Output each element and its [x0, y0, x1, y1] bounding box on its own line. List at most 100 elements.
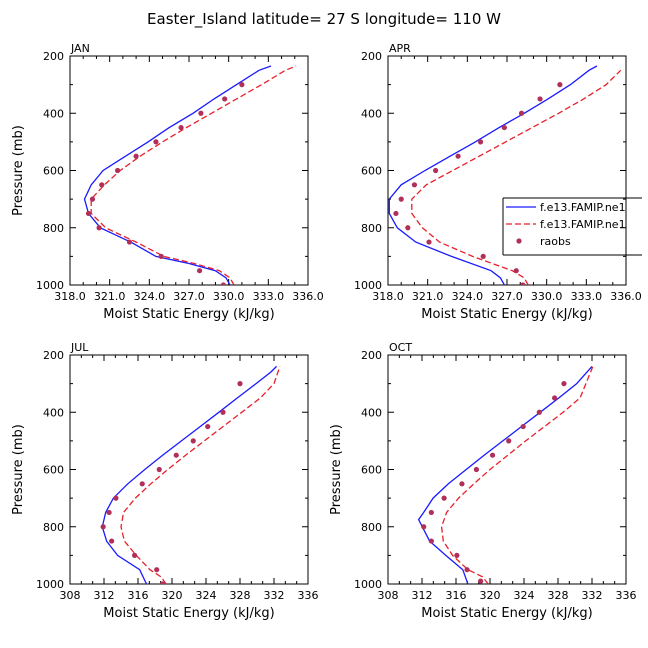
y-tick-label: 200 — [361, 50, 382, 63]
data-point-raobs — [173, 452, 179, 458]
data-point-raobs — [477, 139, 484, 145]
x-tick-label: 336 — [616, 589, 637, 602]
plot-frame — [69, 55, 309, 286]
x-tick-label: 336.0 — [292, 290, 324, 303]
data-point-raobs — [513, 268, 519, 274]
y-tick-label: 800 — [361, 521, 382, 534]
data-point-raobs — [89, 196, 96, 202]
data-point-raobs — [489, 452, 496, 458]
data-point-raobs — [139, 481, 145, 487]
data-point-raobs — [220, 282, 226, 285]
y-tick-label: 200 — [43, 50, 64, 63]
y-axis-title: Pressure (mb) — [11, 424, 26, 515]
panel-label: OCT — [389, 341, 412, 354]
series-model-solid-line — [417, 365, 593, 584]
legend-swatch-raobs — [516, 238, 522, 244]
panel-jul: JUL 308 312 316 320 324 328 332 336 200 400 600 800 1… — [11, 341, 319, 621]
x-axis-title: Moist Static Energy (kJ/kg) — [421, 606, 592, 621]
data-point-raobs — [198, 110, 204, 116]
data-point-raobs — [552, 395, 558, 401]
plot-area — [83, 65, 297, 285]
data-point-raobs — [433, 167, 439, 174]
x-tick-label: 321.0 — [412, 290, 444, 303]
data-point-raobs — [537, 96, 543, 102]
x-tick-label: 330.0 — [531, 290, 563, 303]
x-tick-label: 312 — [412, 589, 433, 602]
data-point-raobs — [405, 225, 411, 231]
data-point-raobs — [501, 124, 507, 131]
data-point-raobs — [156, 466, 162, 473]
y-tick-label: 1000 — [36, 279, 64, 292]
data-point-raobs — [441, 495, 447, 501]
x-tick-label: 318.0 — [372, 290, 404, 303]
y-axis-title: Pressure (mb) — [329, 424, 344, 515]
y-axis-title: Pressure (mb) — [11, 125, 26, 216]
x-tick-label: 324 — [514, 589, 535, 602]
x-tick-label: 327.0 — [491, 290, 523, 303]
x-tick-label: 336.0 — [610, 290, 642, 303]
data-point-raobs — [520, 282, 526, 285]
data-point-raobs — [518, 110, 525, 116]
data-point-raobs — [480, 253, 486, 259]
y-tick-label: 400 — [361, 107, 382, 120]
y-tick-label: 1000 — [36, 578, 64, 591]
data-point-raobs — [153, 139, 159, 145]
plot-frame — [387, 55, 627, 286]
panel-label: JAN — [70, 42, 90, 55]
data-point-raobs — [478, 578, 484, 584]
y-tick-label: 800 — [43, 222, 64, 235]
data-point-raobs — [196, 268, 203, 274]
y-tick-label: 800 — [43, 521, 64, 534]
panels: JAN 318.0 321.0 324.0 327.0 330.0 333.0 336.0 20… — [11, 42, 642, 621]
data-point-raobs — [239, 82, 245, 88]
data-point-raobs — [132, 552, 138, 558]
legend-label: raobs — [540, 235, 571, 248]
x-tick-label: 308 — [378, 589, 399, 602]
y-tick-label: 1000 — [354, 279, 382, 292]
data-point-raobs — [220, 409, 226, 415]
figure-title: Easter_Island latitude= 27 S longitude= … — [147, 10, 501, 29]
data-point-raobs — [160, 581, 166, 584]
x-tick-label: 324.0 — [134, 290, 166, 303]
plot-area — [100, 365, 281, 584]
x-tick-label: 330.0 — [213, 290, 245, 303]
data-point-raobs — [109, 538, 115, 544]
x-tick-label: 308 — [60, 589, 81, 602]
series-model-dashed-line — [90, 65, 297, 285]
y-tick-label: 600 — [361, 464, 382, 477]
series-model-solid-line — [101, 365, 278, 584]
panel-jan: JAN 318.0 321.0 324.0 327.0 330.0 333.0 336.0 20… — [11, 42, 324, 322]
data-point-raobs — [113, 495, 119, 501]
x-axis-title: Moist Static Energy (kJ/kg) — [421, 307, 592, 322]
data-point-raobs — [126, 239, 133, 245]
y-tick-label: 600 — [43, 165, 64, 178]
data-point-raobs — [393, 210, 399, 217]
x-axis-title: Moist Static Energy (kJ/kg) — [103, 307, 274, 322]
data-point-raobs — [96, 225, 102, 231]
y-tick-label: 600 — [43, 464, 64, 477]
data-point-raobs — [557, 82, 563, 88]
x-tick-label: 333.0 — [571, 290, 603, 303]
y-tick-label: 400 — [43, 107, 64, 120]
x-tick-label: 328 — [548, 589, 569, 602]
x-tick-label: 318.0 — [54, 290, 86, 303]
series-model-dashed-line — [440, 366, 594, 584]
data-point-raobs — [536, 409, 542, 415]
x-tick-label: 332 — [582, 589, 603, 602]
data-point-raobs — [205, 423, 211, 430]
x-tick-label: 316 — [128, 589, 149, 602]
y-tick-label: 400 — [361, 406, 382, 419]
panel-label: JUL — [70, 341, 89, 354]
data-point-raobs — [464, 567, 470, 573]
data-point-raobs — [85, 210, 92, 217]
x-tick-label: 324.0 — [452, 290, 484, 303]
series-model-solid-line — [83, 65, 272, 285]
data-point-raobs — [426, 239, 432, 245]
legend: f.e13.FAMIP.ne1 f.e13.FAMIP.ne1 raobs — [502, 197, 642, 256]
x-tick-label: 332 — [264, 589, 285, 602]
data-point-raobs — [520, 423, 526, 430]
data-point-raobs — [100, 524, 106, 530]
data-point-raobs — [154, 567, 160, 573]
x-tick-label: 320 — [162, 589, 183, 602]
data-point-raobs — [158, 253, 164, 259]
